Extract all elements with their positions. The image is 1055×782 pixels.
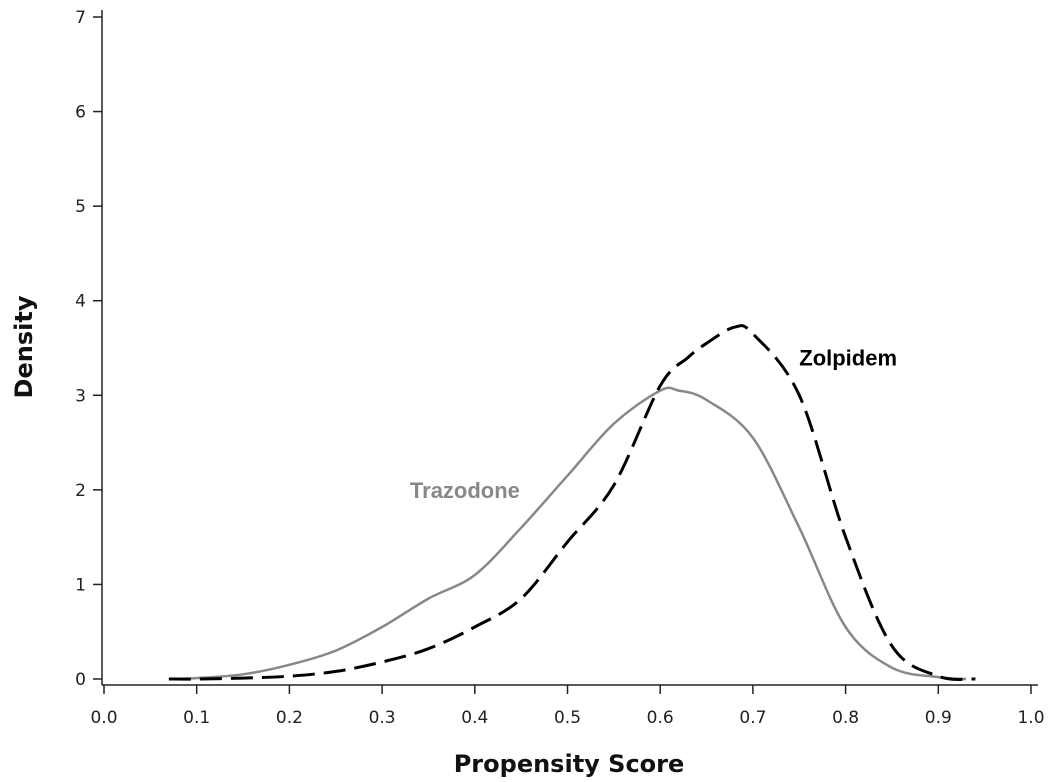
y-tick-label: 4	[75, 292, 86, 312]
x-tick-label: 0.4	[461, 708, 488, 728]
series-line-zolpidem	[168, 324, 976, 681]
x-tick-label: 0.5	[554, 708, 581, 728]
series-layer	[168, 324, 976, 681]
series-line-trazodone	[168, 386, 967, 681]
y-tick-label: 6	[75, 103, 86, 123]
x-tick-label: 0.3	[369, 708, 396, 728]
x-tick-label: 0.1	[183, 708, 210, 728]
x-axis-ticks: 0.0 0.1 0.2 0.3 0.4 0.5 0.6 0.7 0.8 0.9 1.0	[90, 685, 1045, 728]
y-tick-label: 1	[75, 575, 86, 595]
y-tick-label: 7	[75, 8, 86, 28]
x-tick-label: 0.7	[739, 708, 766, 728]
y-tick-label: 3	[75, 386, 86, 406]
x-tick-label: 0.6	[647, 708, 674, 728]
series-label-zolpidem: Zolpidem	[799, 345, 897, 370]
y-axis-title: Density	[10, 295, 38, 398]
x-tick-label: 1.0	[1017, 708, 1044, 728]
y-tick-label: 5	[75, 197, 86, 217]
y-tick-label: 0	[75, 670, 86, 690]
y-axis-ticks: 0 1 2 3 4 5 6 7	[75, 8, 102, 690]
annotation-layer: Trazodone Zolpidem	[410, 345, 897, 502]
x-axis-title: Propensity Score	[454, 750, 685, 778]
x-tick-label: 0.0	[90, 708, 117, 728]
x-tick-label: 0.2	[276, 708, 303, 728]
x-tick-label: 0.8	[832, 708, 859, 728]
series-label-trazodone: Trazodone	[410, 478, 520, 503]
x-tick-label: 0.9	[925, 708, 952, 728]
y-tick-label: 2	[75, 481, 86, 501]
